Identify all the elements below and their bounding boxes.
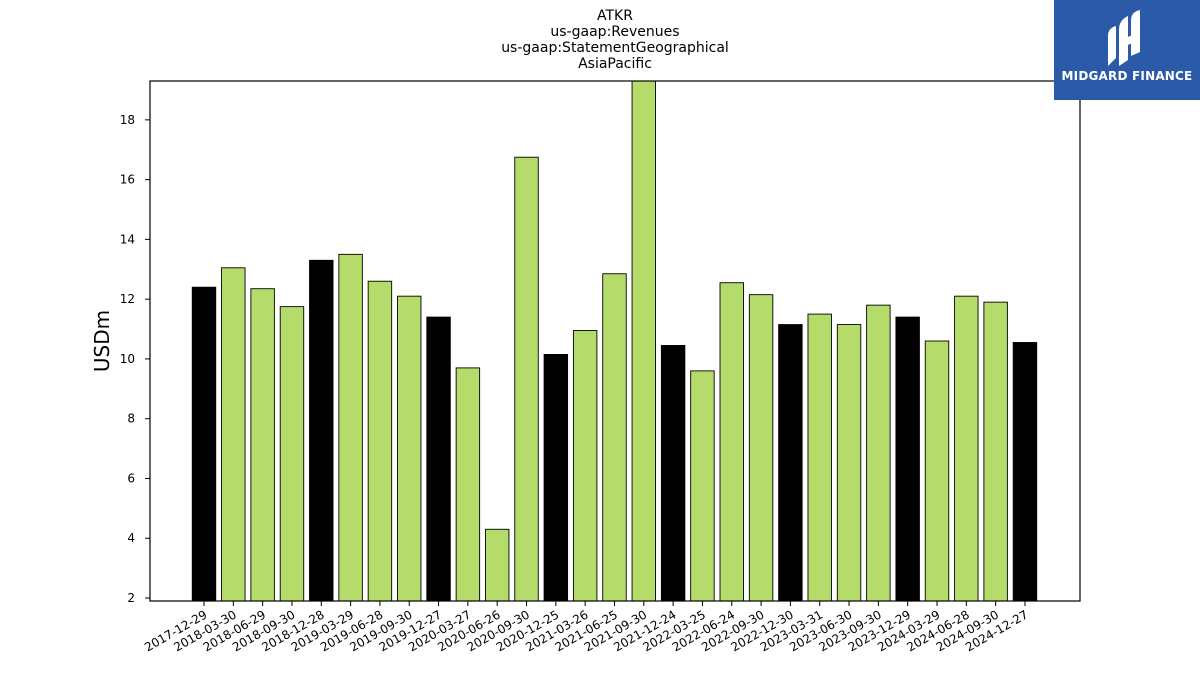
chart-title-line: ATKR <box>597 8 633 24</box>
bar-2019-03-29 <box>338 253 363 602</box>
bar-2018-12-28 <box>309 259 334 602</box>
bar-2020-09-30 <box>514 156 539 602</box>
y-tick-label: 4 <box>127 531 135 545</box>
chart-title: ATKRus-gaap:Revenuesus-gaap:StatementGeo… <box>501 8 729 72</box>
bar-2024-09-30 <box>983 301 1008 602</box>
y-tick-label: 2 <box>127 591 135 605</box>
bar-2021-09-30 <box>631 80 656 602</box>
bar-2022-09-30 <box>748 294 774 602</box>
bar-2024-03-29 <box>924 340 950 602</box>
bar-2020-06-26 <box>485 528 510 602</box>
chart-title-line: AsiaPacific <box>578 56 652 72</box>
bar-2019-12-27 <box>426 316 451 602</box>
y-tick-label: 12 <box>120 292 135 306</box>
bar-2022-03-25 <box>690 370 715 602</box>
y-tick-label: 14 <box>120 232 135 246</box>
plot-area-frame <box>149 80 1081 602</box>
bar-2019-06-28 <box>367 280 393 602</box>
y-tick-label: 6 <box>127 471 135 485</box>
bars-group <box>191 80 1038 602</box>
bar-2024-06-28 <box>954 295 979 602</box>
bar-2021-12-24 <box>660 345 686 602</box>
bar-2019-09-30 <box>397 295 422 602</box>
midgard-finance-logo: MIDGARD FINANCE <box>1054 0 1200 100</box>
y-tick-label: 10 <box>120 352 135 366</box>
y-tick-label: 16 <box>120 173 135 187</box>
bar-2021-06-25 <box>602 273 627 602</box>
midgard-mark-icon <box>1108 10 1140 66</box>
bar-2018-06-29 <box>250 288 275 602</box>
chart-title-line: us-gaap:StatementGeographical <box>501 40 729 56</box>
bar-2021-03-26 <box>572 330 598 602</box>
bar-2023-03-31 <box>807 313 832 602</box>
y-axis-label: USDm <box>90 310 114 372</box>
x-axis-ticks: 2017-12-292018-03-302018-06-292018-09-30… <box>142 601 1030 654</box>
y-axis-ticks: 2 4 6 8 10 12 14 16 18 <box>120 113 150 605</box>
logo-text: MIDGARD FINANCE <box>1061 69 1193 83</box>
bar-2020-12-25 <box>543 354 569 602</box>
bar-2022-06-24 <box>719 282 744 602</box>
bar-2018-09-30 <box>279 306 305 602</box>
y-tick-label: 8 <box>127 412 135 426</box>
bar-2017-12-29 <box>191 286 217 602</box>
bar-2023-09-30 <box>866 304 891 602</box>
chart-title-line: us-gaap:Revenues <box>550 24 679 40</box>
bar-2022-12-30 <box>778 324 803 602</box>
bar-2023-12-29 <box>895 316 920 602</box>
bar-2023-06-30 <box>836 324 862 602</box>
y-tick-label: 18 <box>120 113 135 127</box>
bar-2020-03-27 <box>455 367 481 602</box>
bar-2024-12-27 <box>1012 342 1038 602</box>
bar-2018-03-30 <box>221 267 246 602</box>
